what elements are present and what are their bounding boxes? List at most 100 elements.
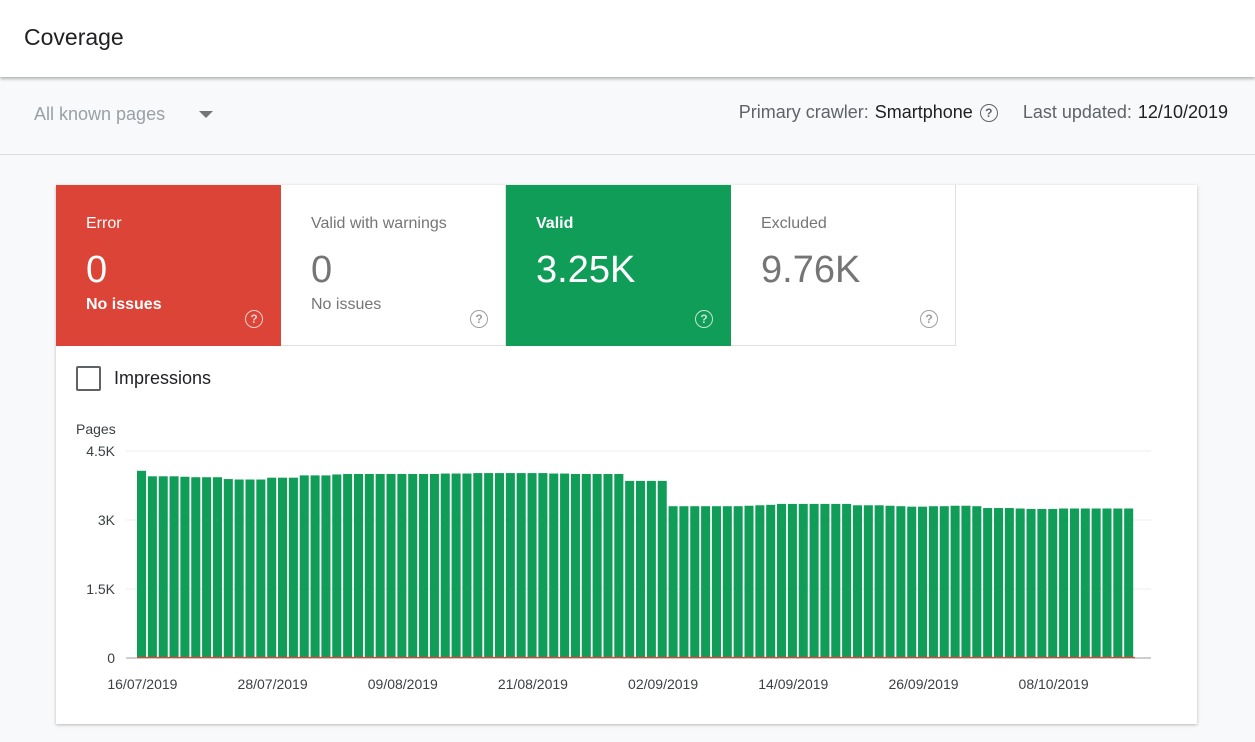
bar — [581, 474, 591, 658]
bar — [1015, 508, 1025, 658]
bar — [668, 506, 678, 658]
bar — [223, 479, 233, 658]
bar — [278, 477, 288, 658]
dropdown-caret-icon — [199, 111, 214, 118]
bar — [842, 503, 852, 658]
bar — [907, 506, 917, 658]
x-tick-label: 14/09/2019 — [758, 676, 828, 692]
bar — [874, 505, 884, 658]
bar — [896, 506, 906, 658]
bar — [212, 477, 222, 658]
bar — [690, 506, 700, 658]
crawler-help-icon[interactable]: ? — [979, 103, 998, 122]
bar — [885, 505, 895, 658]
bar — [429, 474, 439, 658]
bar — [202, 477, 212, 658]
last-updated-label: Last updated: — [1022, 102, 1132, 122]
bar — [234, 479, 244, 658]
bar — [592, 474, 602, 658]
tile-warn-label: Valid with warnings — [311, 215, 447, 232]
bar — [1026, 508, 1036, 658]
bar — [636, 480, 646, 658]
tile-excluded-label: Excluded — [761, 215, 827, 232]
tile-warn-value: 0 — [311, 249, 333, 291]
bar — [343, 474, 353, 658]
bar — [1080, 508, 1090, 658]
bar — [798, 503, 808, 658]
impressions-label: Impressions — [114, 368, 212, 388]
impressions-checkbox[interactable] — [76, 366, 101, 391]
bar — [353, 474, 364, 658]
x-tick-label: 28/07/2019 — [238, 676, 308, 692]
bar — [1102, 508, 1112, 658]
y-tick-label: 0 — [107, 650, 115, 666]
bar — [961, 505, 971, 658]
bar — [169, 476, 179, 658]
bar — [473, 473, 483, 658]
bar — [1059, 508, 1069, 658]
bar — [755, 505, 765, 658]
crawl-meta: Primary crawler: Smartphone ? Last updat… — [739, 102, 1228, 123]
pages-filter-dropdown[interactable]: All known pages — [34, 104, 214, 125]
bar — [364, 474, 374, 658]
bar — [1069, 508, 1079, 658]
x-tick-label: 21/08/2019 — [498, 676, 568, 692]
help-circle-icon[interactable]: ? — [470, 310, 488, 328]
bar — [744, 505, 754, 658]
bar — [549, 473, 559, 658]
bar — [191, 477, 201, 658]
bar — [809, 503, 819, 658]
bar — [603, 474, 613, 658]
coverage-card: Error 0 No issues ? Valid with warnings … — [56, 185, 1197, 724]
bar — [256, 479, 266, 658]
bar — [527, 473, 537, 658]
y-axis-label: Pages — [76, 421, 116, 437]
bar — [625, 480, 635, 658]
bar — [1113, 508, 1123, 658]
bar — [950, 505, 960, 658]
crawler-label: Primary crawler: — [738, 102, 869, 122]
bar — [147, 476, 157, 658]
bar — [701, 506, 711, 658]
x-tick-label: 08/10/2019 — [1019, 676, 1089, 692]
x-tick-label: 16/07/2019 — [107, 676, 177, 692]
help-circle-icon[interactable]: ? — [920, 310, 938, 328]
impressions-toggle[interactable]: Impressions — [76, 366, 211, 391]
bar — [939, 506, 949, 658]
bar — [766, 504, 776, 658]
bar — [679, 506, 689, 658]
help-circle-icon[interactable]: ? — [245, 310, 263, 328]
tile-error-value: 0 — [86, 249, 108, 291]
bar — [451, 473, 461, 658]
tile-excluded[interactable]: Excluded 9.76K ? — [731, 185, 956, 346]
bar — [1091, 508, 1101, 658]
bar — [863, 505, 873, 658]
bar — [397, 474, 407, 658]
bar — [310, 475, 320, 658]
tile-error[interactable]: Error 0 No issues ? — [56, 185, 281, 346]
bar — [494, 473, 505, 658]
bar — [614, 474, 624, 658]
crawler-value: Smartphone — [874, 102, 973, 122]
bar — [1037, 508, 1047, 658]
bar — [137, 470, 147, 658]
y-tick-label: 1.5K — [86, 581, 115, 597]
bar — [505, 473, 515, 658]
bar — [831, 503, 841, 658]
bar — [408, 474, 418, 658]
tile-valid-with-warnings[interactable]: Valid with warnings 0 No issues ? — [281, 185, 506, 346]
bar — [375, 474, 385, 658]
bar — [852, 505, 863, 658]
help-circle-icon[interactable]: ? — [695, 310, 713, 328]
bar — [722, 506, 732, 658]
bar — [419, 474, 429, 658]
bar — [1048, 508, 1058, 658]
bar — [993, 508, 1004, 658]
bar — [646, 480, 656, 658]
tile-valid-value: 3.25K — [536, 249, 636, 291]
x-tick-label: 26/09/2019 — [888, 676, 958, 692]
tile-valid[interactable]: Valid 3.25K ? — [506, 185, 731, 346]
tile-warn-sub: No issues — [311, 296, 382, 313]
bar — [386, 474, 396, 658]
bar — [928, 506, 938, 658]
